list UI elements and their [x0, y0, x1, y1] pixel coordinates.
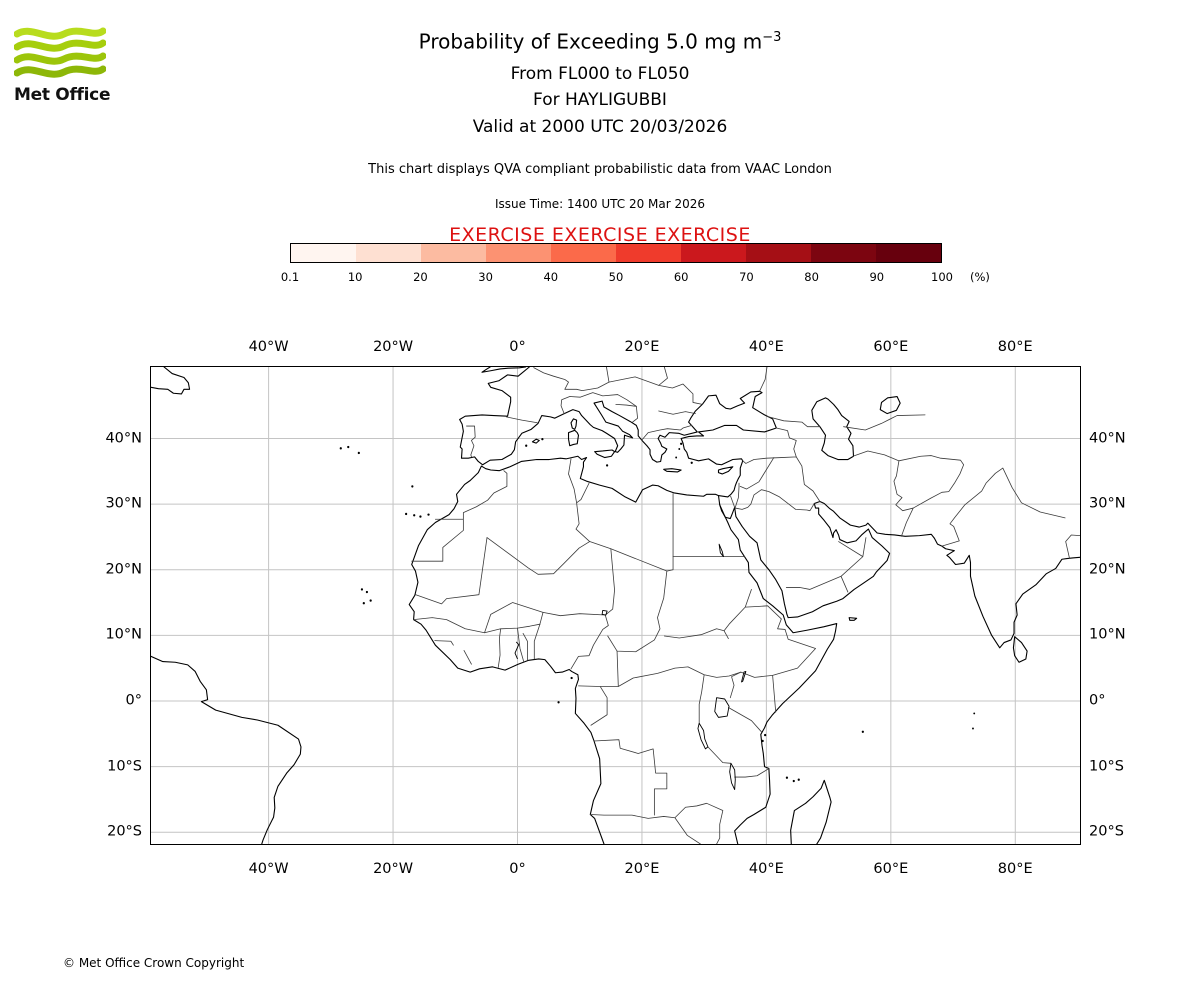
madagascar-coastline [791, 780, 831, 844]
lat-label-right: 20°N [1089, 561, 1126, 578]
colorbar-segment [421, 244, 486, 262]
lon-label-bottom: 40°W [248, 861, 289, 877]
graticule [151, 367, 1080, 844]
aral-sea [880, 397, 900, 414]
met-office-logo: Met Office [14, 24, 134, 105]
qva-compliance-note: This chart displays QVA compliant probab… [368, 162, 832, 178]
lon-label-top: 20°W [373, 339, 414, 355]
lat-label-left: 20°N [105, 561, 142, 578]
lon-label-top: 60°E [873, 339, 909, 355]
cyprus [718, 467, 732, 474]
mallorca [532, 439, 539, 443]
africa-coastline [409, 456, 836, 844]
colorbar-segment [551, 244, 616, 262]
colorbar-tick-label: 10 [347, 270, 363, 284]
page-title-exponent: −3 [762, 30, 782, 45]
colorbar-segment [681, 244, 746, 262]
lake-tanganyika [698, 723, 708, 749]
chart-header: Probability of Exceeding 5.0 mg m−3 From… [0, 26, 1200, 247]
lat-label-right: 0° [1089, 692, 1106, 709]
lat-label-right: 20°S [1089, 823, 1124, 840]
socotra [849, 618, 856, 621]
colorbar-tick-label: 0.1 [280, 270, 300, 284]
lon-label-bottom: 60°E [873, 861, 909, 877]
lon-label-bottom: 40°E [748, 861, 784, 877]
lat-label-right: 30°N [1089, 495, 1126, 512]
south-america-coastline [151, 656, 301, 844]
colorbar-tick-label: 100 [931, 270, 953, 284]
lake-chad [602, 610, 607, 615]
probability-colorbar [290, 243, 942, 263]
met-office-logo-text: Met Office [14, 85, 111, 105]
iran-india-coastline [820, 502, 1080, 648]
lon-label-top: 80°E [997, 339, 1033, 355]
issue-time: Issue Time: 1400 UTC 20 Mar 2026 [494, 197, 706, 212]
subtitle-volcano: For HAYLIGUBBI [533, 90, 667, 111]
subtitle-flight-levels: From FL000 to FL050 [510, 63, 690, 84]
caspian-sea [812, 398, 854, 460]
sri-lanka-coastline [1013, 637, 1027, 663]
lon-label-top: 40°E [748, 339, 784, 355]
colorbar-segment [616, 244, 681, 262]
sicily [595, 450, 615, 458]
map-svg [151, 367, 1080, 844]
lat-label-left: 0° [125, 692, 142, 709]
corsica [571, 419, 577, 429]
colorbar-tick-label: 90 [869, 270, 885, 284]
lon-label-bottom: 20°W [373, 861, 414, 877]
lat-label-left: 10°S [107, 758, 142, 775]
lon-label-bottom: 20°E [624, 861, 660, 877]
lake-turkana [742, 671, 746, 681]
small-islands [339, 437, 976, 783]
lon-label-bottom: 80°E [997, 861, 1033, 877]
colorbar-unit-label: (%) [970, 270, 990, 284]
lat-label-right: 10°N [1089, 627, 1126, 644]
subtitle-valid-time: Valid at 2000 UTC 20/03/2026 [472, 116, 728, 137]
country-borders [412, 367, 1080, 844]
england-coastline [482, 367, 526, 372]
lakes [515, 544, 746, 789]
colorbar-tick-label: 30 [478, 270, 493, 284]
lake-nasser [719, 544, 723, 556]
sardinia [569, 430, 579, 445]
colorbar-segment [291, 244, 356, 262]
colorbar-tick-label: 60 [673, 270, 689, 284]
lat-label-right: 10°S [1089, 758, 1124, 775]
newfoundland-coastline [151, 367, 190, 394]
colorbar-segment [876, 244, 941, 262]
coastlines [151, 367, 1080, 844]
lake-volta [515, 642, 519, 659]
colorbar-segment [811, 244, 876, 262]
colorbar-tick-label: 70 [739, 270, 754, 284]
colorbar-segment [356, 244, 421, 262]
lat-label-left: 10°N [105, 627, 142, 644]
probability-legend: 0.1 10 20 30 40 50 60 70 80 90 100 (%) [281, 243, 990, 284]
lat-label-left: 20°S [107, 823, 142, 840]
arabia-coastline [720, 502, 890, 618]
colorbar-tick-label: 40 [543, 270, 559, 284]
colorbar-tick-label: 50 [608, 270, 624, 284]
lake-victoria [715, 698, 729, 718]
colorbar-tick-label: 80 [804, 270, 819, 284]
met-office-logo-waves [14, 27, 106, 78]
lat-label-left: 40°N [105, 430, 142, 447]
lat-label-right: 40°N [1089, 430, 1126, 447]
map-panel: 40°W 20°W 0° 20°E 40°E 60°E 80°E 40°W 20… [105, 339, 1125, 877]
lon-label-top: 20°E [624, 339, 660, 355]
lon-label-bottom: 0° [509, 861, 526, 877]
page-title-text: Probability of Exceeding 5.0 mg m [418, 29, 763, 54]
lake-malawi [730, 763, 736, 789]
lon-label-top: 0° [509, 339, 526, 355]
copyright-notice: © Met Office Crown Copyright [63, 956, 245, 970]
page-title: Probability of Exceeding 5.0 mg m−3 [0, 26, 1200, 54]
colorbar-tick-label: 20 [413, 270, 428, 284]
lat-label-left: 30°N [105, 495, 142, 512]
colorbar-segment [486, 244, 551, 262]
exercise-banner: EXERCISE EXERCISE EXERCISE [449, 224, 751, 247]
colorbar-segment [746, 244, 811, 262]
lon-label-top: 40°W [248, 339, 289, 355]
europe-mediterranean-coastline [460, 367, 777, 497]
crete [664, 469, 681, 472]
